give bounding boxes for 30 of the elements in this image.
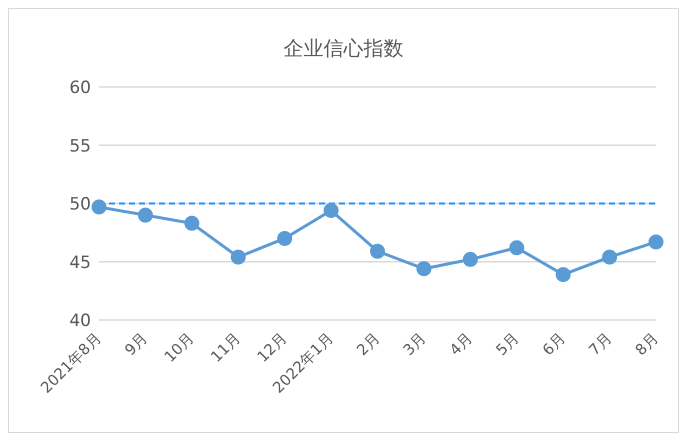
point (509, 240, 524, 256)
x-tick-label: 4月 (446, 328, 476, 360)
point (648, 234, 664, 250)
x-tick-label: 3月 (400, 328, 430, 360)
point (230, 250, 246, 265)
x-tick-label: 5月 (492, 328, 522, 360)
point (370, 244, 385, 259)
point (556, 267, 571, 282)
x-tick-label: 10月 (160, 328, 198, 366)
x-tick-label: 7月 (585, 328, 616, 360)
point (462, 252, 478, 267)
point (277, 230, 292, 246)
x-tick-label: 6月 (538, 328, 569, 360)
point (138, 208, 153, 223)
point (324, 202, 339, 218)
y-tick-label: 55 (69, 136, 91, 156)
point (416, 261, 432, 276)
point (602, 250, 618, 265)
y-tick-label: 45 (69, 252, 91, 273)
point (92, 199, 106, 214)
chart-title: 企业信心指数 (282, 35, 404, 62)
y-tick-label: 40 (69, 311, 91, 332)
point (184, 216, 200, 231)
x-tick-label: 8月 (632, 328, 662, 360)
y-tick-label: 60 (69, 78, 91, 98)
x-tick-label: 2月 (353, 328, 384, 360)
x-tick-label: 12月 (254, 328, 290, 366)
y-tick-label: 50 (69, 194, 91, 215)
x-tick-label: 11月 (207, 328, 244, 366)
x-tick-label: 9月 (121, 328, 152, 360)
